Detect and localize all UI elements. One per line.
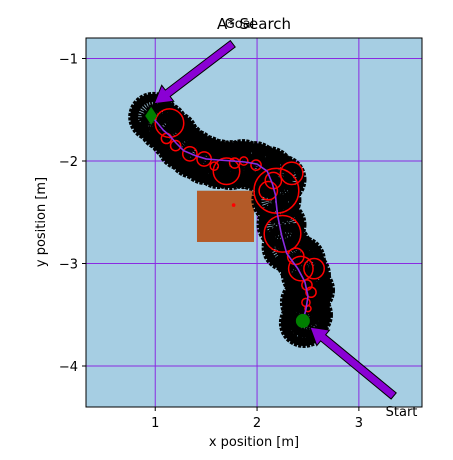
start-label: Start	[386, 405, 418, 420]
planned-path	[150, 115, 309, 322]
obstacle-zone	[196, 190, 254, 242]
search-circle	[303, 257, 326, 280]
y-tick-label: −4	[59, 360, 78, 375]
search-circle	[154, 108, 185, 139]
y-axis-label: y position [m]	[34, 177, 49, 267]
chart-title: A* Search	[217, 15, 291, 33]
goal-label: Goal	[225, 17, 255, 32]
search-circle	[305, 286, 317, 299]
search-circle	[181, 145, 198, 162]
plot-frame	[85, 37, 423, 408]
search-circle	[209, 161, 220, 171]
plot-content	[128, 91, 335, 348]
axis-ticks: 1 2 3 −1 −2 −3 −4	[59, 53, 363, 432]
search-circle	[212, 157, 241, 186]
start-arrow	[309, 326, 397, 400]
search-circle	[250, 159, 262, 171]
robot-footprint-core	[280, 299, 327, 346]
search-circle	[263, 214, 302, 253]
search-circle	[169, 139, 182, 152]
search-circle	[304, 304, 312, 313]
search-circle	[258, 180, 279, 201]
x-axis-label: x position [m]	[209, 435, 299, 450]
x-tick-label: 2	[253, 416, 261, 431]
y-tick-label: −2	[59, 155, 78, 170]
goal-marker	[145, 106, 158, 125]
robot-footprint-core	[258, 201, 305, 248]
annotations: Goal Start	[153, 17, 418, 420]
y-tick-label: −1	[59, 53, 78, 68]
obstacle-point	[231, 203, 236, 207]
y-tick-label: −3	[59, 258, 78, 273]
search-circle	[279, 161, 304, 186]
x-tick-label: 3	[355, 416, 363, 431]
x-tick-label: 1	[151, 416, 159, 431]
search-circle	[287, 255, 314, 282]
goal-arrow	[153, 39, 236, 105]
start-marker	[295, 313, 310, 328]
search-circle	[253, 167, 300, 214]
